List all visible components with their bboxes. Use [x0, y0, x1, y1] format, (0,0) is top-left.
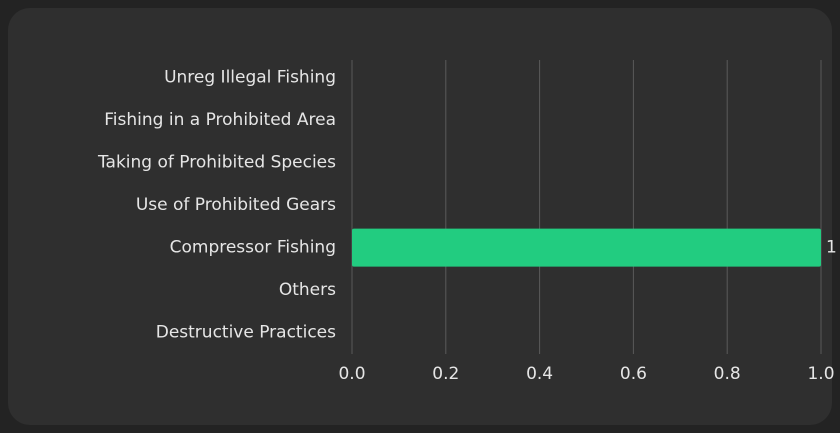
y-tick-label: Destructive Practices	[156, 323, 336, 343]
y-tick-label: Compressor Fishing	[170, 238, 336, 258]
x-tick-label: 1.0	[807, 364, 834, 384]
y-tick-label: Others	[279, 280, 336, 300]
y-tick-label: Fishing in a Prohibited Area	[104, 110, 336, 130]
y-tick-label: Taking of Prohibited Species	[97, 152, 336, 172]
y-tick-label: Use of Prohibited Gears	[136, 195, 336, 215]
y-tick-label: Unreg Illegal Fishing	[164, 67, 336, 87]
x-tick-label: 0.6	[620, 364, 647, 384]
bar	[352, 228, 821, 267]
x-tick-label: 0.4	[526, 364, 553, 384]
card	[8, 8, 832, 425]
x-tick-label: 0.2	[432, 364, 459, 384]
data-label: 1	[826, 238, 837, 258]
x-tick-label: 0.0	[338, 364, 365, 384]
x-tick-label: 0.8	[714, 364, 741, 384]
